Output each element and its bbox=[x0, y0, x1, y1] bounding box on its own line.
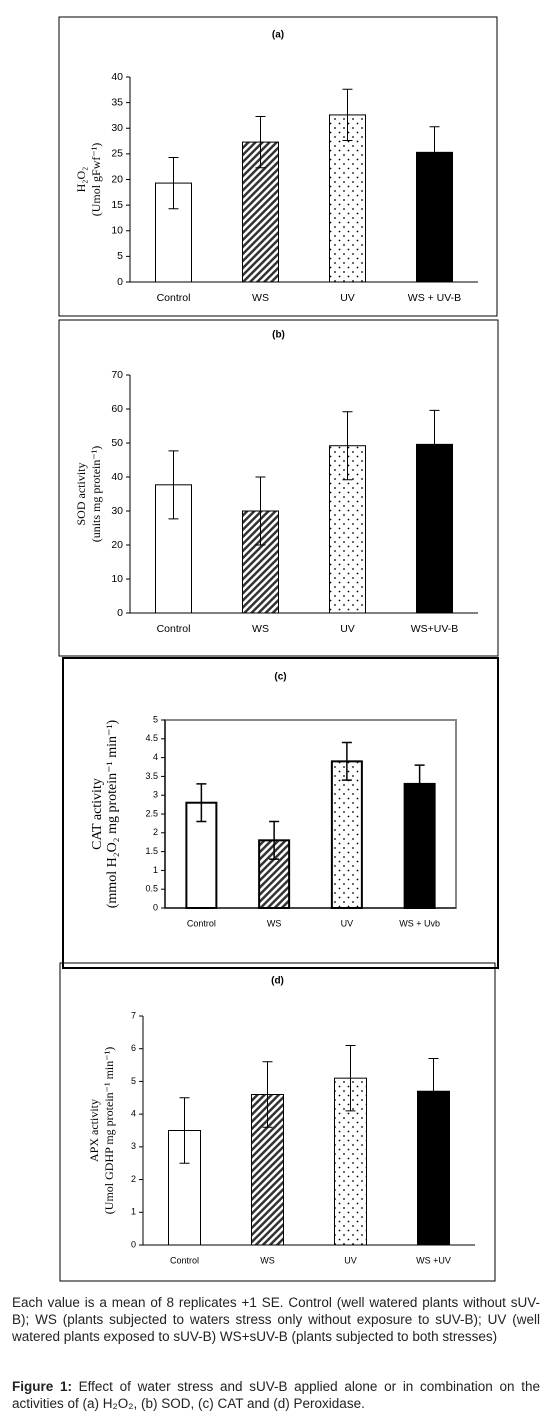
y-tick-label: 0 bbox=[117, 276, 123, 288]
y-tick-label: 20 bbox=[111, 539, 123, 551]
y-tick-label: 3 bbox=[153, 790, 158, 800]
y-tick-label: 50 bbox=[111, 437, 123, 449]
error-bar bbox=[196, 783, 207, 823]
error-bar bbox=[168, 156, 179, 210]
x-tick-label: Control bbox=[157, 623, 191, 635]
y-tick-label: 6 bbox=[131, 1043, 136, 1053]
y-tick-label: 30 bbox=[111, 505, 123, 517]
y-axis-label: APX activity bbox=[87, 1099, 101, 1162]
bar bbox=[330, 760, 363, 909]
y-tick-label: 0 bbox=[131, 1239, 136, 1249]
y-axis-label: (mmol H₂O₂ mg protein⁻¹ min⁻¹) bbox=[105, 719, 120, 908]
panel-title: (d) bbox=[271, 976, 284, 987]
y-tick-label: 10 bbox=[111, 573, 123, 585]
y-tick-label: 25 bbox=[111, 148, 123, 160]
x-tick-label: WS bbox=[267, 918, 282, 928]
y-axis-label: CAT activity bbox=[90, 778, 105, 850]
error-bar bbox=[342, 88, 353, 142]
x-tick-label: UV bbox=[344, 1255, 357, 1265]
y-tick-label: 40 bbox=[111, 71, 123, 83]
x-tick-label: WS +UV bbox=[416, 1255, 451, 1265]
y-tick-label: 60 bbox=[111, 403, 123, 415]
x-tick-label: WS+UV-B bbox=[411, 623, 459, 635]
y-tick-label: 0.5 bbox=[145, 884, 158, 894]
error-bar bbox=[345, 1044, 356, 1112]
error-bar bbox=[262, 1061, 273, 1128]
panel-title: (c) bbox=[274, 672, 286, 683]
error-bar bbox=[179, 1097, 190, 1164]
x-tick-label: Control bbox=[187, 918, 216, 928]
x-tick-label: Control bbox=[170, 1255, 199, 1265]
y-tick-label: 1 bbox=[131, 1207, 136, 1217]
bar bbox=[329, 114, 366, 283]
error-bar bbox=[255, 476, 266, 546]
error-bar bbox=[414, 764, 425, 804]
caption-label: Figure 1: bbox=[12, 1379, 72, 1394]
panel-title: (b) bbox=[272, 330, 285, 341]
panel-frame bbox=[58, 319, 499, 657]
y-tick-label: 40 bbox=[111, 471, 123, 483]
y-tick-label: 0 bbox=[153, 902, 158, 912]
error-bar bbox=[255, 115, 266, 169]
y-tick-label: 0 bbox=[117, 607, 123, 619]
y-tick-label: 4 bbox=[131, 1109, 136, 1119]
error-bar bbox=[341, 741, 352, 781]
x-tick-label: WS bbox=[252, 292, 269, 304]
y-axis-label: (units mg protein⁻¹) bbox=[89, 446, 103, 543]
x-tick-label: Control bbox=[157, 292, 191, 304]
y-tick-label: 1.5 bbox=[145, 846, 158, 856]
y-axis-label: (Umol gFwf⁻¹) bbox=[89, 143, 103, 217]
y-tick-label: 15 bbox=[111, 199, 123, 211]
panel-title: (a) bbox=[272, 30, 284, 41]
error-bar bbox=[168, 450, 179, 520]
y-axis-label: (Umol GDHP mg protein⁻¹ min⁻¹) bbox=[102, 1047, 116, 1214]
error-bar bbox=[342, 411, 353, 481]
x-tick-label: UV bbox=[340, 623, 355, 635]
note: Each value is a mean of 8 replicates +1 … bbox=[12, 1295, 540, 1344]
y-tick-label: 30 bbox=[111, 122, 123, 134]
x-tick-label: WS bbox=[260, 1255, 275, 1265]
y-tick-label: 2 bbox=[131, 1174, 136, 1184]
y-tick-label: 70 bbox=[111, 369, 123, 381]
error-bar bbox=[428, 1058, 439, 1125]
x-tick-label: UV bbox=[341, 918, 354, 928]
panel-frame bbox=[59, 962, 496, 1282]
error-bar bbox=[429, 409, 440, 479]
y-tick-label: 2 bbox=[153, 827, 158, 837]
y-tick-label: 5 bbox=[153, 714, 158, 724]
y-axis-label: SOD activity bbox=[74, 463, 88, 526]
y-tick-label: 4 bbox=[153, 752, 158, 762]
error-bar bbox=[269, 820, 280, 860]
y-tick-label: 35 bbox=[111, 96, 123, 108]
figure-caption: Figure 1: Effect of water stress and sUV… bbox=[12, 1378, 540, 1412]
y-tick-label: 4.5 bbox=[145, 733, 158, 743]
y-axis-label: H₂O₂ bbox=[74, 167, 88, 193]
panel-frame bbox=[58, 16, 498, 317]
error-bar bbox=[429, 126, 440, 179]
x-tick-label: UV bbox=[340, 292, 355, 304]
y-tick-label: 2.5 bbox=[145, 808, 158, 818]
y-tick-label: 10 bbox=[111, 225, 123, 237]
x-tick-label: WS bbox=[252, 623, 269, 635]
bar bbox=[251, 1094, 284, 1246]
y-tick-label: 3 bbox=[131, 1141, 136, 1151]
y-tick-label: 20 bbox=[111, 173, 123, 185]
y-tick-label: 5 bbox=[131, 1076, 136, 1086]
y-tick-label: 7 bbox=[131, 1010, 136, 1020]
x-tick-label: WS + Uvb bbox=[399, 918, 440, 928]
y-tick-label: 1 bbox=[153, 865, 158, 875]
caption-text: Effect of water stress and sUV-B applied… bbox=[12, 1379, 540, 1411]
x-tick-label: WS + UV-B bbox=[408, 292, 461, 304]
panel-frame bbox=[62, 657, 499, 969]
y-tick-label: 3.5 bbox=[145, 771, 158, 781]
y-tick-label: 5 bbox=[117, 250, 123, 262]
